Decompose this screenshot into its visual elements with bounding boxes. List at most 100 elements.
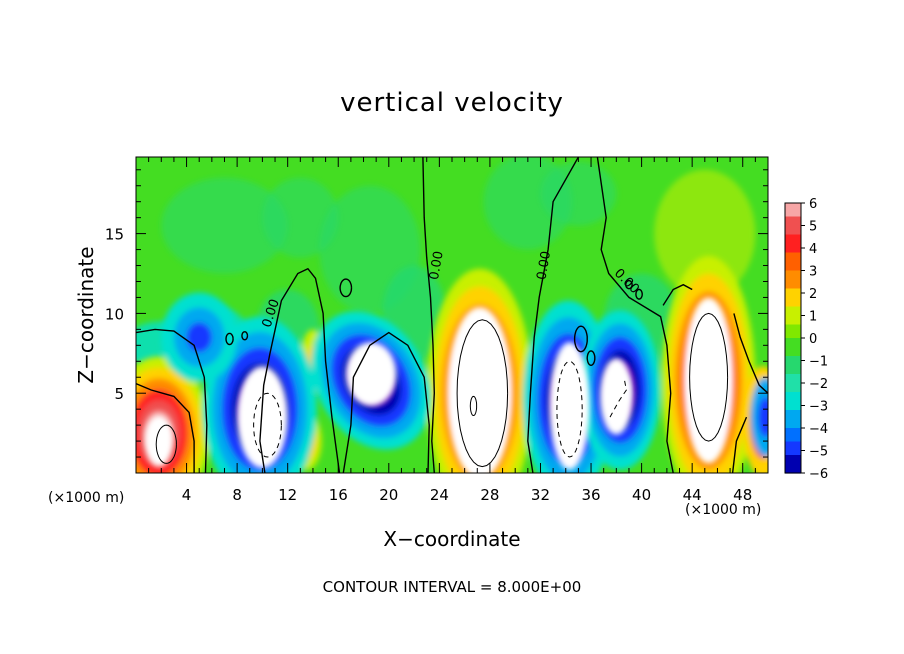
cell-core (345, 342, 397, 406)
contour-label: 0.00 (534, 250, 554, 281)
colorbar-segment (785, 261, 801, 267)
colorbar-segment (785, 252, 801, 258)
colorbar-segment (785, 315, 801, 321)
zero-contour (225, 332, 234, 346)
negative-contour (253, 392, 282, 458)
contour-interval-note: CONTOUR INTERVAL = 8.000E+00 (322, 578, 582, 596)
zero-contour (342, 331, 430, 473)
zero-contour (596, 157, 674, 473)
colorbar-segment (785, 396, 801, 402)
weak-patch (654, 169, 756, 298)
colorbar-segment (785, 257, 801, 263)
zero-contour (241, 331, 249, 341)
colorbar-segment (785, 392, 801, 398)
chart-title: vertical velocity (340, 88, 564, 118)
weak-patch (262, 177, 339, 258)
colorbar-segment (785, 203, 801, 209)
colorbar-segment (785, 270, 801, 276)
cell-core (549, 342, 590, 470)
colorbar-segment (785, 446, 801, 452)
colorbar-segment (785, 275, 801, 281)
downdraft-cell (757, 397, 768, 438)
colorbar-segment (785, 441, 801, 447)
colorbar-tick-label: 0 (809, 332, 817, 347)
colorbar-segment (785, 234, 801, 240)
x-tick-label: 40 (632, 486, 651, 504)
colorbar-segment (785, 333, 801, 339)
colorbar-segment (785, 374, 801, 380)
colorbar-tick-label: 2 (809, 287, 817, 302)
colorbar-segment (785, 293, 801, 299)
colorbar-segment (785, 342, 801, 348)
colorbar-segment (785, 248, 801, 254)
x-axis-label: X−coordinate (383, 527, 521, 551)
colorbar-segment (785, 419, 801, 425)
x-tick-label: 28 (480, 486, 499, 504)
cell-core (599, 358, 633, 435)
zero-contour (573, 325, 588, 353)
x-tick-label: 24 (430, 486, 449, 504)
positive-contour (689, 312, 729, 442)
cell-core (237, 366, 288, 469)
colorbar-segment (785, 212, 801, 218)
colorbar-segment (785, 369, 801, 375)
colorbar-segment (785, 351, 801, 357)
zero-contour (136, 328, 208, 473)
colorbar-segment (785, 365, 801, 371)
x-tick-label: 20 (379, 486, 398, 504)
x-tick-label: 32 (531, 486, 550, 504)
colorbar-segment (785, 221, 801, 227)
colorbar-segment (785, 324, 801, 330)
colorbar-segment (785, 360, 801, 366)
colorbar-tick-label: −4 (809, 422, 828, 437)
colorbar-tick-label: −6 (809, 467, 828, 482)
colorbar-segment (785, 266, 801, 272)
colorbar-segment (785, 311, 801, 317)
zero-contour (625, 280, 633, 290)
colorbar-tick-label: −3 (809, 400, 828, 415)
colorbar-tick-label: 4 (809, 242, 817, 257)
x-tick-label: 12 (278, 486, 297, 504)
colorbar-tick-label: −1 (809, 355, 828, 370)
colorbar-tick-label: 3 (809, 265, 817, 280)
colorbar-segment (785, 428, 801, 434)
colorbar-segment (785, 207, 801, 213)
contour-label: 0.00 (427, 250, 447, 281)
colorbar-segment (785, 423, 801, 429)
colorbar-segment (785, 383, 801, 389)
zero-contour (635, 288, 643, 300)
colorbar-segment (785, 432, 801, 438)
x-tick-label: 48 (733, 486, 752, 504)
weak-patch (161, 177, 288, 274)
cell-core (683, 297, 734, 464)
y-axis-ticks: 5 10 15 (105, 169, 768, 458)
colorbar-segment (785, 450, 801, 456)
colorbar-segment (785, 284, 801, 290)
colorbar-segment (785, 243, 801, 249)
colorbar-segment (785, 279, 801, 285)
colorbar-segment (785, 297, 801, 303)
positive-contour (469, 395, 478, 417)
colorbar-segment (785, 401, 801, 407)
zero-contour (136, 382, 195, 473)
colorbar-tick-label: 5 (809, 220, 817, 235)
colorbar-segment (785, 464, 801, 470)
cell-core (446, 307, 513, 473)
colorbar-segment (785, 230, 801, 236)
x-unit-right: (×1000 m) (685, 502, 762, 518)
colorbar-segment (785, 225, 801, 231)
colorbar-segment (785, 468, 801, 474)
colorbar-segment (785, 378, 801, 384)
contour-lines (136, 157, 768, 473)
colorbar-tick-label: −2 (809, 377, 828, 392)
colorbar-segment (785, 302, 801, 308)
colorbar-segment (785, 320, 801, 326)
colorbar-tick-label: 1 (809, 310, 817, 325)
colorbar-segment (785, 338, 801, 344)
cell-core (144, 415, 173, 467)
velocity-field (136, 157, 768, 473)
colorbar-segment (785, 288, 801, 294)
colorbar-segment (785, 216, 801, 222)
x-tick-label: 16 (329, 486, 348, 504)
